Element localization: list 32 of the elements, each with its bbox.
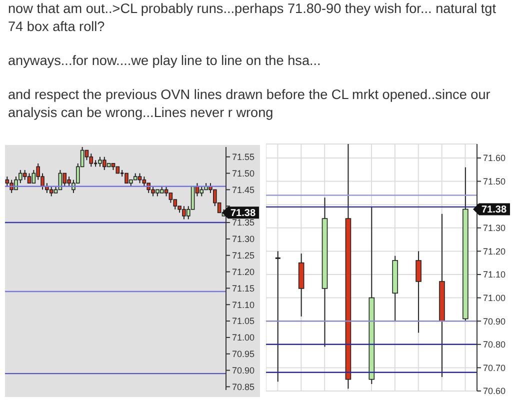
y-tick-label: 70.95 [232, 349, 255, 360]
y-tick-label: 71.30 [483, 223, 506, 234]
y-tick-label: 71.30 [232, 234, 255, 244]
y-tick-label: 70.90 [483, 316, 506, 326]
y-tick-label: 71.50 [232, 168, 255, 178]
text: 71.38 [481, 204, 507, 216]
text: and respect the previous OVN lines drawn before the CL mrkt opened..since our analysis can be wrong...Lines never r wrong [8, 86, 492, 122]
y-tick-label: 71.15 [232, 283, 255, 294]
y-tick-label: 71.10 [483, 270, 506, 280]
y-tick-label: 71.55 [232, 152, 255, 162]
y-tick-label: 70.85 [232, 382, 255, 392]
y-tick-label: 71.50 [483, 176, 506, 186]
y-tick-label: 70.70 [483, 362, 506, 373]
text: now that am out..>CL probably runs...perhaps 71.80-90 they wish for... natural tgt 74 box afta roll? [8, 0, 498, 36]
y-tick-label: 71.05 [232, 316, 255, 326]
y-tick-label: 71.45 [232, 184, 255, 195]
y-tick-label: 70.60 [483, 386, 506, 396]
candlestick [298, 253, 304, 317]
y-tick-label: 70.90 [232, 365, 255, 376]
y-tick-label: 70.80 [483, 340, 506, 350]
y-tick-label: 71.35 [232, 218, 255, 228]
candlestick [345, 144, 352, 390]
y-tick-label: 71.60 [483, 153, 506, 164]
text: anyways...for now....we play line to line on the hsa... [8, 52, 322, 70]
y-tick-label: 71.25 [232, 250, 255, 261]
y-tick-label: 71.00 [483, 292, 506, 303]
y-tick-label: 71.20 [232, 266, 255, 277]
candlestick [22, 169, 27, 180]
y-tick-label: 71.20 [483, 246, 506, 256]
text: 71.38 [230, 208, 256, 220]
y-tick-label: 71.10 [232, 300, 255, 310]
y-tick-label: 71.00 [232, 332, 255, 343]
